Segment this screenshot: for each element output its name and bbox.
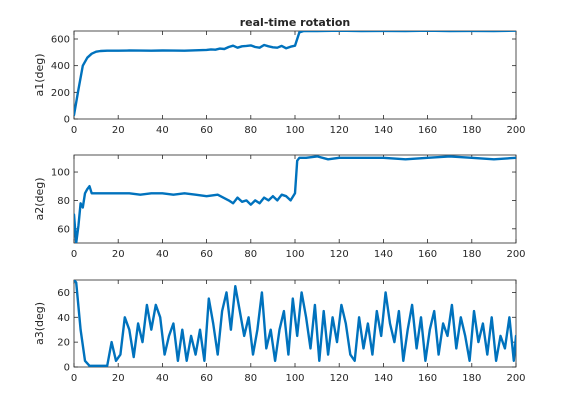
x-tick-label: 40 <box>156 125 169 136</box>
x-tick-label: 120 <box>330 125 349 136</box>
x-tick-label: 100 <box>285 249 304 260</box>
x-tick-label: 40 <box>156 249 169 260</box>
x-tick-label: 120 <box>330 249 349 260</box>
y-tick-label: 600 <box>51 35 70 46</box>
y-axis-label: a1(deg) <box>33 53 46 96</box>
x-tick-label: 40 <box>156 373 169 384</box>
y-tick-label: 400 <box>51 61 70 72</box>
x-tick-label: 140 <box>374 373 393 384</box>
x-tick-label: 200 <box>506 125 525 136</box>
axes-panel-2: 0 20 40 60 80 100 120 140 160 180 200 60 80 100 a2(deg… <box>33 154 526 260</box>
x-tick-label: 180 <box>462 249 481 260</box>
y-tick-label: 80 <box>57 196 70 207</box>
x-tick-label: 20 <box>112 373 125 384</box>
x-tick-label: 80 <box>244 373 257 384</box>
y-axis-label: a3(deg) <box>33 302 46 345</box>
y-axis-label: a2(deg) <box>33 177 46 220</box>
y-tick-label: 60 <box>57 224 70 235</box>
x-tick-label: 80 <box>244 249 257 260</box>
y-tick-label: 100 <box>51 168 70 179</box>
x-tick-label: 200 <box>506 373 525 384</box>
x-tick-label: 180 <box>462 125 481 136</box>
x-tick-label: 0 <box>71 373 77 384</box>
x-tick-label: 200 <box>506 249 525 260</box>
x-tick-label: 0 <box>71 249 77 260</box>
y-tick-label: 200 <box>51 88 70 99</box>
x-tick-label: 100 <box>285 373 304 384</box>
x-tick-label: 160 <box>418 249 437 260</box>
series-line-1 <box>74 31 516 117</box>
axes-box <box>73 154 517 244</box>
series-line-1 <box>74 280 516 367</box>
x-tick-label: 60 <box>200 249 213 260</box>
x-tick-label: 120 <box>330 373 349 384</box>
x-tick-label: 100 <box>285 125 304 136</box>
x-tick-label: 140 <box>374 249 393 260</box>
series-line-1 <box>74 155 516 243</box>
axes-panel-1: 0 20 40 60 80 100 120 140 160 180 200 0 200 400 600 a1(… <box>33 30 526 136</box>
y-tick-label: 40 <box>57 313 70 324</box>
x-tick-label: 160 <box>418 125 437 136</box>
y-tick-label: 0 <box>64 115 70 126</box>
chart-title: real-time rotation <box>240 16 351 29</box>
x-tick-label: 180 <box>462 373 481 384</box>
x-tick-label: 60 <box>200 373 213 384</box>
y-tick-label: 60 <box>57 288 70 299</box>
x-tick-label: 20 <box>112 125 125 136</box>
x-tick-label: 80 <box>244 125 257 136</box>
y-tick-label: 0 <box>64 363 70 374</box>
y-tick-label: 20 <box>57 338 70 349</box>
x-tick-label: 140 <box>374 125 393 136</box>
axes-panel-3: 0 20 40 60 80 100 120 140 160 180 200 0 20 40 60 a3(deg… <box>33 279 526 384</box>
x-tick-label: 160 <box>418 373 437 384</box>
x-tick-label: 20 <box>112 249 125 260</box>
x-tick-label: 0 <box>71 125 77 136</box>
x-tick-label: 60 <box>200 125 213 136</box>
